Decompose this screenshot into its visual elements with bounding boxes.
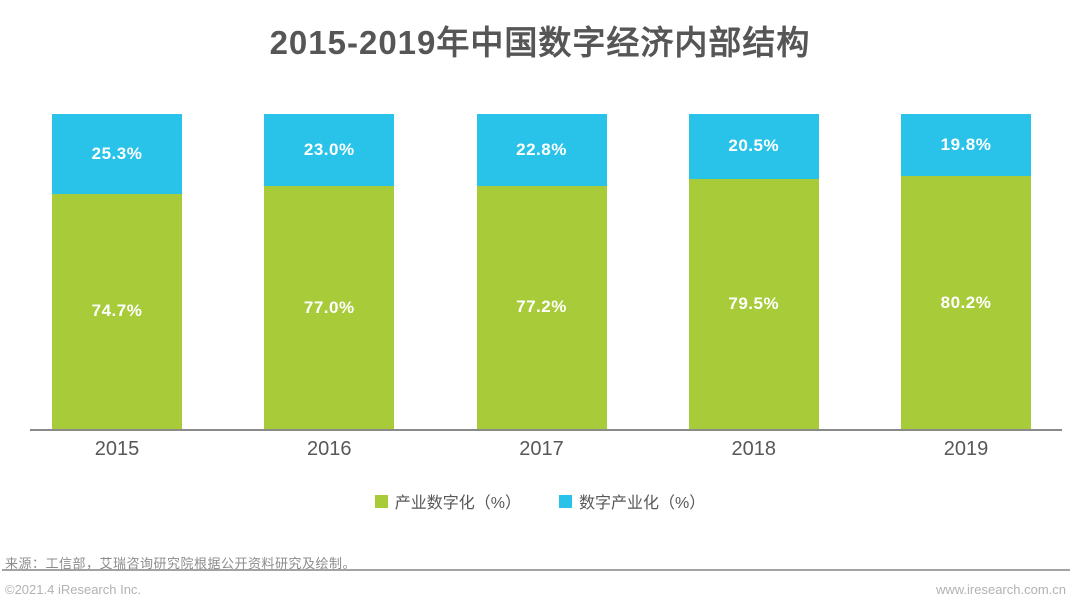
value-label: 22.8% — [516, 139, 567, 159]
bar-2015: 25.3% 74.7% — [52, 114, 182, 429]
chart-title: 2015-2019年中国数字经济内部结构 — [269, 24, 811, 61]
x-axis-label-2017: 2017 — [519, 438, 564, 460]
value-label: 19.8% — [940, 135, 992, 155]
bar-segment-digital-industrialization-2019: 19.8% — [901, 114, 1031, 177]
legend: 产业数字化（%） 数字产业化（%） — [0, 489, 1080, 513]
value-label: 20.5% — [728, 136, 780, 156]
website-link[interactable]: www.iresearch.com.cn — [935, 582, 1066, 597]
bar-segment-digital-industrialization-2015: 25.3% — [52, 114, 182, 194]
bar-2018: 20.5% 79.5% — [688, 114, 819, 429]
x-axis-label-2015: 2015 — [94, 438, 140, 460]
legend-swatch-industry-digitalization — [374, 494, 388, 508]
copyright-text: ©2021.4 iResearch Inc. — [5, 582, 142, 597]
x-axis-line — [30, 429, 1062, 431]
source-note: 来源：工信部，艾瑞咨询研究院根据公开资料研究及绘制。 — [5, 556, 357, 571]
value-label: 23.0% — [303, 140, 355, 160]
bar-segment-digital-industrialization-2018: 20.5% — [688, 114, 819, 179]
legend-swatch-digital-industrialization — [559, 494, 572, 508]
x-axis-label-2019: 2019 — [943, 438, 989, 460]
value-label: 77.0% — [303, 297, 355, 317]
legend-item-digital-industrialization: 数字产业化（%） — [559, 489, 705, 513]
bar-segment-industry-digitalization-2017: 77.2% — [476, 185, 607, 429]
bars-container: 25.3% 74.7% 23.0% 77.0% 22.8% 77.2% 20.5% 79.5%… — [30, 114, 1062, 429]
bar-segment-digital-industrialization-2017: 22.8% — [476, 114, 607, 186]
value-label: 77.2% — [516, 297, 567, 317]
value-label: 25.3% — [91, 143, 143, 163]
bar-segment-digital-industrialization-2016: 23.0% — [264, 114, 395, 187]
bar-segment-industry-digitalization-2015: 74.7% — [52, 193, 182, 429]
plot-area: 25.3% 74.7% 23.0% 77.0% 22.8% 77.2% 20.5% 79.5%… — [30, 114, 1062, 431]
bar-segment-industry-digitalization-2018: 79.5% — [688, 178, 819, 429]
x-axis-labels: 2015 2016 2017 2018 2019 — [30, 438, 1062, 461]
bar-segment-industry-digitalization-2019: 80.2% — [901, 176, 1031, 429]
legend-label: 产业数字化（%） — [394, 495, 521, 512]
bar-2017: 22.8% 77.2% — [476, 114, 607, 429]
bar-2016: 23.0% 77.0% — [264, 114, 395, 429]
footer-bar: ©2021.4 iResearch Inc. www.iresearch.com… — [5, 582, 1066, 597]
value-label: 74.7% — [91, 301, 143, 321]
x-axis-label-2018: 2018 — [731, 438, 777, 460]
legend-label: 数字产业化（%） — [579, 495, 706, 512]
legend-item-industry-digitalization: 产业数字化（%） — [374, 489, 521, 513]
bar-segment-industry-digitalization-2016: 77.0% — [264, 186, 395, 429]
x-axis-label-2016: 2016 — [307, 438, 352, 460]
value-label: 80.2% — [940, 292, 992, 312]
value-label: 79.5% — [728, 293, 780, 313]
footer-divider — [2, 569, 1070, 571]
bar-2019: 19.8% 80.2% — [901, 114, 1031, 429]
